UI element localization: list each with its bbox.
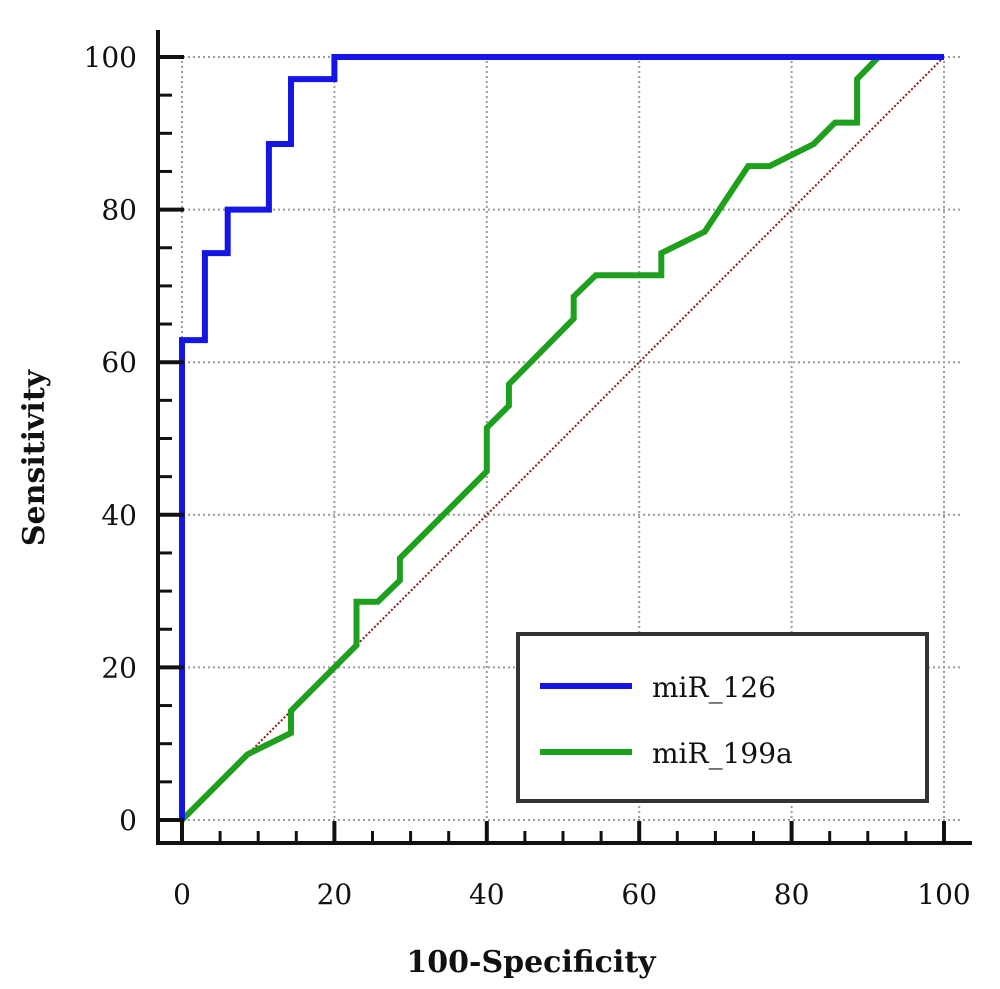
x-axis-title: 100-Specificity <box>406 945 657 980</box>
x-tick-label-100: 100 <box>917 878 970 911</box>
y-axis-title: Sensitivity <box>17 368 52 546</box>
series-layer <box>179 54 944 823</box>
y-tick-label-80: 80 <box>101 194 137 227</box>
y-tick-label-0: 0 <box>119 804 137 837</box>
y-tick-label-100: 100 <box>84 41 137 74</box>
x-tick-label-20: 20 <box>317 878 353 911</box>
series-line-mir-199a <box>179 54 944 823</box>
x-tick-label-0: 0 <box>173 878 191 911</box>
series-line-mir-126 <box>179 54 944 820</box>
legend-box <box>516 632 929 803</box>
legend: miR_126 miR_199a <box>516 632 929 803</box>
y-tick-label-40: 40 <box>101 499 137 532</box>
y-tick-label-20: 20 <box>101 651 137 684</box>
ticks <box>158 55 946 843</box>
legend-label-mir-199a: miR_199a <box>652 737 793 770</box>
tick-labels: 0 20 40 60 80 100 0 20 40 60 80 100 <box>84 41 971 911</box>
x-tick-label-40: 40 <box>469 878 505 911</box>
y-tick-label-60: 60 <box>101 346 137 379</box>
legend-label-mir-126: miR_126 <box>652 671 776 704</box>
x-tick-label-60: 60 <box>621 878 657 911</box>
x-tick-label-80: 80 <box>774 878 810 911</box>
